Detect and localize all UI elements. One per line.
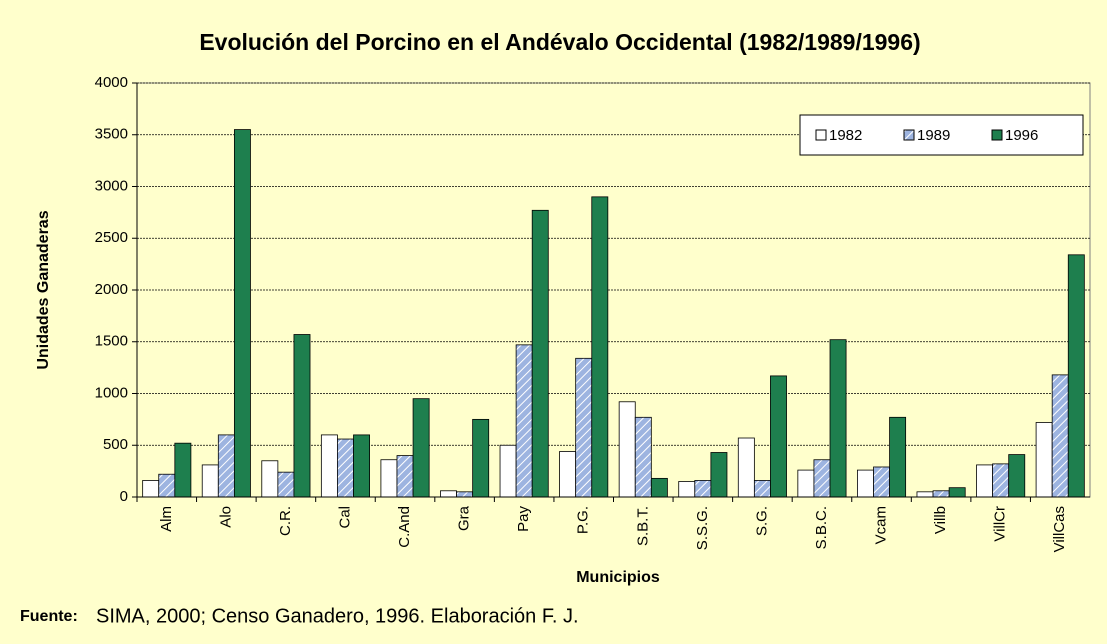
bar <box>916 491 934 498</box>
bar <box>353 434 370 498</box>
bar <box>515 344 533 498</box>
x-tick-label: S.B.T. <box>634 506 651 546</box>
bar <box>320 434 338 498</box>
bar <box>531 209 549 498</box>
bar <box>591 196 609 498</box>
bar <box>412 398 430 498</box>
source-text: SIMA, 2000; Censo Ganadero, 1996. Elabor… <box>96 605 579 627</box>
x-tick-label: Villb <box>932 506 949 534</box>
x-tick-label: VillCas <box>1051 506 1068 552</box>
bar <box>1035 422 1053 498</box>
bar <box>201 464 219 498</box>
legend-label: 1982 <box>829 127 862 144</box>
x-tick-label: Alm <box>158 506 175 532</box>
x-tick-label: Cal <box>336 506 353 529</box>
bar <box>992 463 1010 498</box>
bar <box>499 444 517 498</box>
bar <box>337 438 354 498</box>
x-axis-title: Municipios <box>576 569 660 586</box>
bar <box>710 452 728 498</box>
x-tick-label: Gra <box>456 505 473 531</box>
bar <box>753 480 771 498</box>
y-tick-label: 2000 <box>95 281 128 298</box>
bar <box>440 490 457 498</box>
bar <box>142 480 160 498</box>
legend-swatch <box>903 129 915 141</box>
bar <box>829 339 847 498</box>
y-tick-label: 3500 <box>95 126 128 143</box>
y-tick-label: 1000 <box>95 384 128 401</box>
bar <box>472 418 490 498</box>
bar <box>797 469 815 498</box>
x-tick-label: Pay <box>515 506 532 532</box>
bar <box>559 451 577 498</box>
bar <box>261 460 279 498</box>
bar <box>650 477 668 498</box>
chart-title: Evolución del Porcino en el Andévalo Occ… <box>199 29 920 55</box>
x-tick-label: S.B.C. <box>813 506 830 549</box>
source-label: Fuente: <box>20 608 78 625</box>
bar <box>456 491 474 498</box>
x-tick-label: Alo <box>217 506 234 528</box>
bar <box>618 401 636 498</box>
legend-box <box>799 114 1084 156</box>
x-tick-label: S.G. <box>753 506 770 536</box>
legend-swatch <box>815 129 827 141</box>
bar <box>678 481 696 498</box>
x-tick-label: VillCr <box>992 506 1009 542</box>
bar <box>1067 254 1085 498</box>
y-axis-title: Unidades Ganaderas <box>35 210 52 369</box>
bar <box>293 334 311 498</box>
bar <box>976 464 994 498</box>
x-tick-label: P.G. <box>575 506 592 534</box>
bar <box>873 466 890 498</box>
legend-label: 1989 <box>917 127 950 144</box>
x-tick-label: Vcam <box>873 506 890 544</box>
x-tick-label: S.S.G. <box>694 506 711 550</box>
legend-label: 1996 <box>1005 127 1038 144</box>
bar <box>380 459 398 498</box>
bar <box>857 469 874 498</box>
y-tick-label: 500 <box>103 436 128 453</box>
y-tick-label: 0 <box>120 488 128 505</box>
x-tick-label: C.And <box>396 506 413 548</box>
bar <box>737 437 755 498</box>
bar <box>217 434 235 498</box>
bar <box>158 473 176 498</box>
y-tick-label: 4000 <box>95 74 128 91</box>
bar <box>1051 374 1069 498</box>
bar <box>694 480 712 498</box>
y-tick-label: 3000 <box>95 177 128 194</box>
bar <box>813 459 831 498</box>
bar <box>575 357 593 498</box>
bar <box>770 375 787 498</box>
bar <box>948 487 966 498</box>
bar <box>932 490 950 498</box>
y-tick-label: 1500 <box>95 333 128 350</box>
legend-swatch <box>991 129 1003 141</box>
bar <box>174 442 192 498</box>
bar <box>233 129 251 498</box>
bar <box>277 471 295 498</box>
x-tick-label: C.R. <box>277 506 294 536</box>
bar <box>889 416 907 498</box>
y-tick-label: 2500 <box>95 229 128 246</box>
bar <box>396 455 414 498</box>
bar <box>634 416 652 498</box>
bar <box>1008 454 1026 498</box>
